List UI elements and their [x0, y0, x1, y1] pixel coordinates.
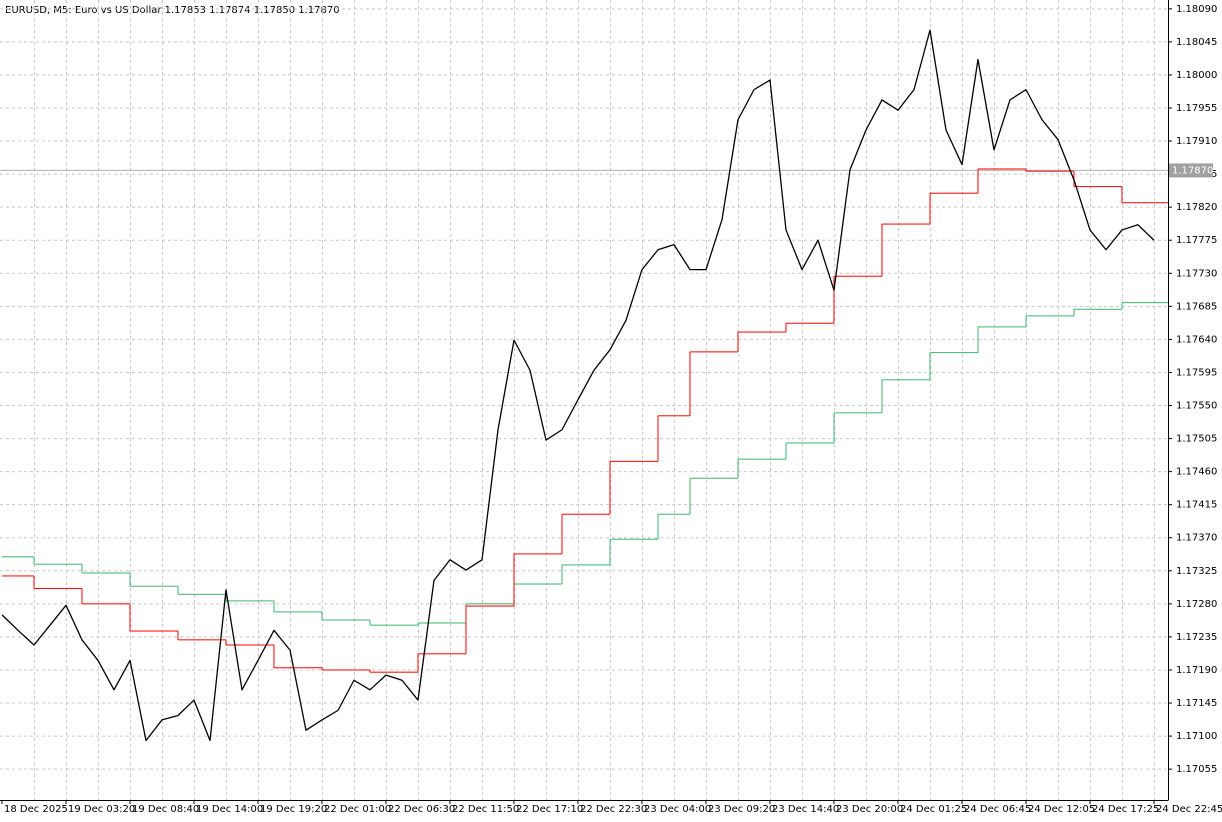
x-tick-label: 22 Dec 01:00 [324, 804, 391, 815]
y-tick-label: 1.17415 [1176, 500, 1217, 511]
x-tick-label: 24 Dec 22:45 [1156, 804, 1222, 815]
y-tick-label: 1.18090 [1176, 4, 1217, 15]
x-tick-label: 22 Dec 17:10 [516, 804, 583, 815]
y-tick-label: 1.17775 [1176, 235, 1217, 246]
y-tick-label: 1.17685 [1176, 301, 1217, 312]
x-tick-label: 22 Dec 22:30 [580, 804, 647, 815]
y-tick-label: 1.17190 [1176, 665, 1217, 676]
chart-title: EURUSD, M5: Euro vs US Dollar 1.17853 1.… [5, 5, 340, 16]
price-box [1169, 163, 1213, 178]
y-tick-label: 1.17640 [1176, 334, 1217, 345]
price-line-series [1, 29, 1155, 742]
y-tick-label: 1.17235 [1176, 632, 1217, 643]
x-tick-label: 19 Dec 03:20 [68, 804, 135, 815]
y-tick-label: 1.17100 [1176, 731, 1217, 742]
x-tick-label: 23 Dec 14:40 [772, 804, 839, 815]
y-tick-label: 1.17910 [1176, 136, 1217, 147]
y-tick-label: 1.17145 [1176, 698, 1217, 709]
x-tick-label: 24 Dec 17:25 [1092, 804, 1159, 815]
y-tick-label: 1.17325 [1176, 566, 1217, 577]
y-tick-label: 1.17595 [1176, 367, 1217, 378]
x-tick-label: 23 Dec 04:00 [644, 804, 711, 815]
y-tick-label: 1.17055 [1176, 764, 1217, 775]
x-tick-label: 24 Dec 12:05 [1028, 804, 1095, 815]
y-tick-label: 1.17280 [1176, 599, 1217, 610]
y-tick-label: 1.17370 [1176, 533, 1217, 544]
x-tick-label: 24 Dec 06:45 [964, 804, 1031, 815]
y-tick-label: 1.17820 [1176, 202, 1217, 213]
x-tick-label: 18 Dec 2025 [4, 804, 68, 815]
y-tick-label: 1.17460 [1176, 467, 1217, 478]
x-tick-label: 23 Dec 20:00 [836, 804, 903, 815]
y-tick-label: 1.18045 [1176, 37, 1217, 48]
x-tick-label: 24 Dec 01:25 [900, 804, 967, 815]
x-tick-label: 19 Dec 19:20 [260, 804, 327, 815]
y-tick-label: 1.17505 [1176, 434, 1217, 445]
y-tick-label: 1.17955 [1176, 103, 1217, 114]
y-tick-label: 1.17730 [1176, 268, 1217, 279]
price-label: 1.17870 [1172, 165, 1213, 176]
y-tick-label: 1.18000 [1176, 70, 1217, 81]
x-tick-label: 22 Dec 11:50 [452, 804, 519, 815]
x-tick-label: 19 Dec 08:40 [132, 804, 199, 815]
x-tick-label: 22 Dec 06:30 [388, 804, 455, 815]
y-tick-label: 1.17550 [1176, 401, 1217, 412]
x-tick-label: 23 Dec 09:20 [708, 804, 775, 815]
grid [0, 0, 1168, 800]
x-tick-label: 19 Dec 14:00 [196, 804, 263, 815]
